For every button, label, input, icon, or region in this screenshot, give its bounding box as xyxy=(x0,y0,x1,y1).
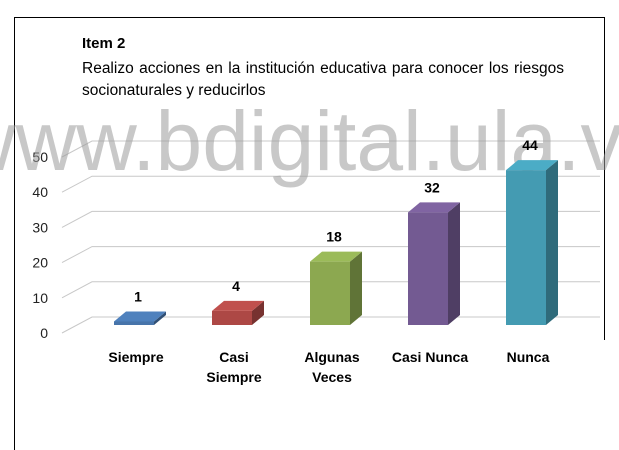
value-label: 1 xyxy=(134,288,142,304)
bar-side xyxy=(448,202,460,325)
bar-side xyxy=(546,160,558,325)
y-tick-label: 30 xyxy=(32,219,48,235)
y-tick-label: 50 xyxy=(32,149,48,165)
value-label: 18 xyxy=(326,229,342,245)
bar xyxy=(212,310,252,325)
value-label: 44 xyxy=(522,137,538,153)
bar-side xyxy=(252,300,264,325)
y-tick-label: 10 xyxy=(32,290,48,306)
value-label: 4 xyxy=(232,278,240,294)
frame xyxy=(14,17,605,450)
y-tick-label: 20 xyxy=(32,255,48,271)
bar xyxy=(506,170,546,325)
grid-line xyxy=(61,140,600,158)
x-tick-label: Casi Nunca xyxy=(391,349,469,365)
bar-side xyxy=(154,311,166,325)
bar xyxy=(114,321,154,325)
y-tick-label: 0 xyxy=(40,325,48,341)
bar-side xyxy=(350,251,362,325)
chart-title: Item 2 xyxy=(82,35,126,52)
bar-top xyxy=(506,160,558,171)
y-tick-label: 40 xyxy=(32,184,48,200)
chart-subtitle: Realizo acciones en la institución educa… xyxy=(82,60,564,99)
bar-top xyxy=(310,251,362,262)
bar xyxy=(310,261,350,325)
bar xyxy=(408,212,448,325)
x-tick-label: Nunca xyxy=(506,349,550,365)
x-tick-label: Siempre xyxy=(108,349,164,365)
bar-top xyxy=(408,202,460,213)
value-label: 32 xyxy=(424,179,440,195)
grid-line xyxy=(61,175,600,193)
bar-top xyxy=(212,300,264,311)
x-tick-label: Casi Siempre xyxy=(206,349,262,385)
x-tick-label: Algunas Veces xyxy=(304,349,360,385)
bar-top xyxy=(114,311,166,322)
